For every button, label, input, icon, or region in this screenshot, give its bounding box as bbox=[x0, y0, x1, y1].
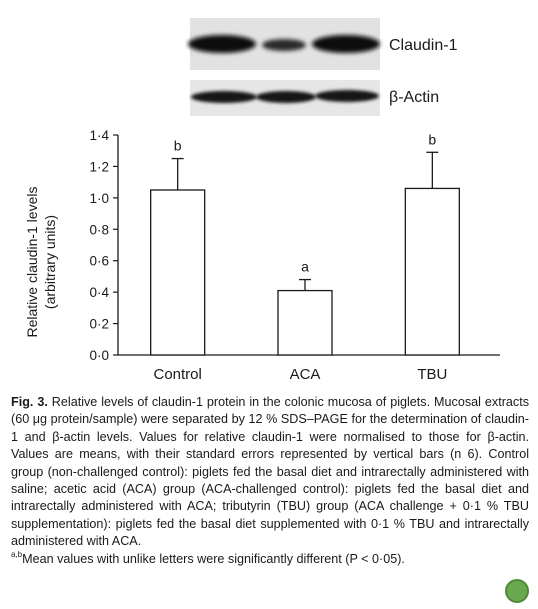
leaf-badge-icon bbox=[505, 579, 529, 603]
blot-label-claudin: Claudin-1 bbox=[389, 37, 458, 54]
claudin-band-control bbox=[188, 35, 256, 53]
significance-letter: b bbox=[428, 131, 436, 147]
bar-aca bbox=[277, 289, 333, 356]
caption-footnote: a,bMean values with unlike letters were … bbox=[11, 549, 405, 566]
y-tick-label: 0·8 bbox=[89, 222, 109, 237]
y-tick-label: 0·2 bbox=[89, 317, 109, 332]
y-axis-title-line2: (arbitrary units) bbox=[42, 215, 58, 309]
caption-figure-label: Fig. 3. bbox=[11, 395, 48, 409]
blot-label-actin: β-Actin bbox=[389, 89, 439, 106]
bar-chart: 0·0 0·2 0·4 0·6 0·8 1·0 1·2 1·4 b Control a ACA b TBU… bbox=[24, 128, 500, 383]
caption-body: Relative levels of claudin-1 protein in … bbox=[11, 395, 529, 549]
chart-plot-area: 0·0 0·2 0·4 0·6 0·8 1·0 1·2 1·4 b Control a ACA b TBU bbox=[89, 128, 500, 383]
claudin-band-aca bbox=[262, 39, 306, 51]
y-tick-label: 1·0 bbox=[89, 191, 109, 206]
y-tick-label: 0·6 bbox=[89, 254, 109, 269]
figure-caption: Fig. 3. Relative levels of claudin-1 pro… bbox=[11, 394, 529, 568]
western-blot-panel: Claudin-1 β-Actin bbox=[188, 18, 458, 116]
x-category-label: ACA bbox=[290, 366, 321, 383]
y-tick-label: 1·2 bbox=[89, 159, 109, 174]
y-tick-label: 0·0 bbox=[89, 348, 109, 363]
actin-band-control bbox=[191, 91, 257, 103]
actin-band-aca bbox=[256, 91, 316, 103]
y-tick-label: 1·4 bbox=[89, 128, 109, 143]
significance-letter: b bbox=[174, 138, 182, 154]
x-category-label: TBU bbox=[417, 366, 447, 383]
claudin-band-tbu bbox=[312, 35, 380, 53]
bar-tbu bbox=[404, 187, 460, 356]
caption-footnote-superscript: a,b bbox=[11, 549, 23, 559]
y-axis-title-line1: Relative claudin-1 levels bbox=[24, 187, 40, 338]
actin-band-tbu bbox=[315, 90, 379, 102]
y-tick-label: 0·4 bbox=[89, 285, 109, 300]
caption-footnote-text: Mean values with unlike letters were sig… bbox=[22, 551, 405, 566]
bar-control bbox=[150, 189, 206, 356]
significance-letter: a bbox=[301, 259, 309, 275]
x-category-label: Control bbox=[153, 366, 201, 383]
